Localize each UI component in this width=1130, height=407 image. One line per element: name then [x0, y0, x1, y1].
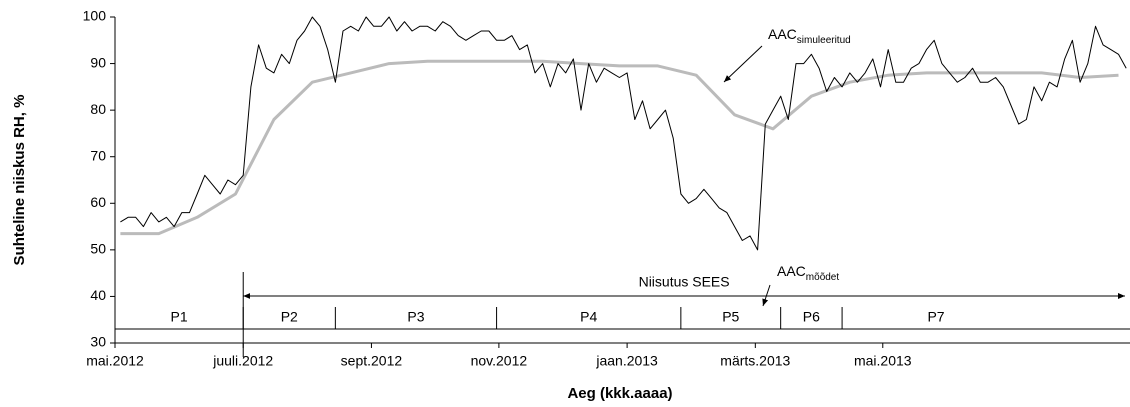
annotation-sub: mõõdet — [806, 272, 840, 283]
x-axis-title: Aeg (kkk.aaaa) — [567, 385, 672, 402]
annotation-arrow — [762, 284, 771, 307]
annotation-arrow — [723, 45, 763, 83]
series-line — [120, 16, 1127, 251]
y-tick-label: 80 — [90, 101, 106, 117]
y-axis-title: Suhteline niiskus RH, % — [11, 95, 28, 266]
irrigation-label: Niisutus SEES — [639, 274, 730, 290]
period-label: P5 — [722, 309, 739, 325]
annotation: AACsimuleeritud — [768, 26, 851, 46]
x-tick-label: mai.2012 — [86, 353, 144, 369]
x-tick-label: mai.2013 — [854, 353, 912, 369]
x-tick-label: nov.2012 — [471, 353, 528, 369]
y-tick-label: 30 — [90, 334, 106, 350]
annotation: AACmõõdet — [777, 263, 839, 283]
y-tick-label: 70 — [90, 147, 106, 163]
y-tick-label: 50 — [90, 241, 106, 257]
period-label: P3 — [407, 309, 424, 325]
annotation-sub: simuleeritud — [797, 35, 851, 46]
x-tick-label: juuli.2012 — [212, 353, 273, 369]
period-label: P6 — [803, 309, 820, 325]
period-label: P2 — [281, 309, 298, 325]
x-tick-label: sept.2012 — [341, 353, 403, 369]
x-tick-label: märts.2013 — [720, 353, 790, 369]
period-label: P4 — [580, 309, 597, 325]
y-tick-label: 100 — [83, 8, 107, 24]
period-label: P7 — [927, 309, 944, 325]
annotation-text: AAC — [777, 263, 806, 279]
y-tick-label: 90 — [90, 54, 106, 70]
series-line — [120, 59, 1119, 236]
x-tick-label: jaan.2013 — [595, 353, 658, 369]
annotation-text: AAC — [768, 26, 797, 42]
period-label: P1 — [171, 309, 188, 325]
y-tick-label: 60 — [90, 194, 106, 210]
y-tick-label: 40 — [90, 287, 106, 303]
